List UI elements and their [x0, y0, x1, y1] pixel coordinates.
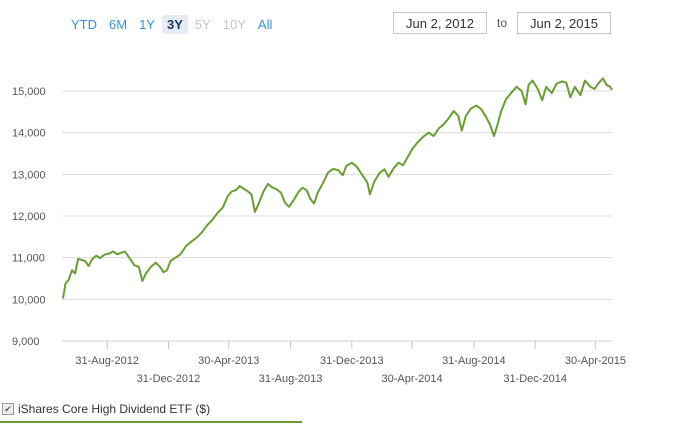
- series-line: [62, 77, 613, 299]
- legend-checkbox-icon[interactable]: ✔: [2, 403, 14, 415]
- legend[interactable]: ✔ iShares Core High Dividend ETF ($): [2, 402, 210, 416]
- y-tick-label: 10,000: [12, 294, 46, 306]
- x-tick-label: 30-Apr-2015: [565, 355, 626, 367]
- y-axis-ticks: 9,000 10,000 11,000 12,000 13,000 14,000 15,00…: [12, 86, 46, 348]
- price-chart: 9,000 10,000 11,000 12,000 13,000 14,000 15,00…: [12, 77, 626, 385]
- legend-underline: [0, 421, 302, 423]
- x-tick-label: 31-Aug-2014: [442, 355, 506, 367]
- y-tick-label: 14,000: [12, 128, 46, 140]
- y-tick-label: 13,000: [12, 169, 46, 181]
- y-tick-label: 12,000: [12, 211, 46, 223]
- y-tick-label: 11,000: [12, 253, 45, 265]
- range-button-1y[interactable]: 1Y: [139, 16, 155, 32]
- x-tick-label: 31-Dec-2013: [320, 355, 384, 367]
- x-tick-label: 31-Aug-2012: [75, 355, 139, 367]
- x-tick-label: 30-Apr-2013: [198, 355, 259, 367]
- to-label: to: [497, 16, 508, 30]
- range-button-all[interactable]: All: [257, 16, 273, 32]
- gridlines: [62, 90, 612, 342]
- range-button-6m[interactable]: 6M: [109, 16, 128, 32]
- range-button-ytd[interactable]: YTD: [71, 16, 97, 32]
- x-axis: 31-Aug-201231-Dec-201230-Apr-201331-Aug-…: [75, 341, 626, 385]
- x-tick-label: 31-Dec-2012: [137, 373, 201, 385]
- range-button-3y[interactable]: 3Y: [161, 14, 188, 34]
- range-button-5y: 5Y: [194, 16, 211, 32]
- y-tick-label: 9,000: [12, 336, 40, 348]
- legend-series-label[interactable]: iShares Core High Dividend ETF ($): [18, 402, 211, 416]
- to-date-input[interactable]: Jun 2, 2015: [517, 12, 611, 34]
- from-date-input[interactable]: Jun 2, 2012: [393, 12, 487, 34]
- x-tick-label: 31-Aug-2013: [259, 373, 323, 385]
- range-button-10y: 10Y: [222, 16, 246, 32]
- y-tick-label: 15,000: [12, 86, 46, 98]
- x-tick-label: 30-Apr-2014: [382, 373, 443, 385]
- x-tick-label: 31-Dec-2014: [503, 373, 567, 385]
- range-selector: YTD 6M 1Y 3Y 5Y 10Y All: [66, 13, 279, 35]
